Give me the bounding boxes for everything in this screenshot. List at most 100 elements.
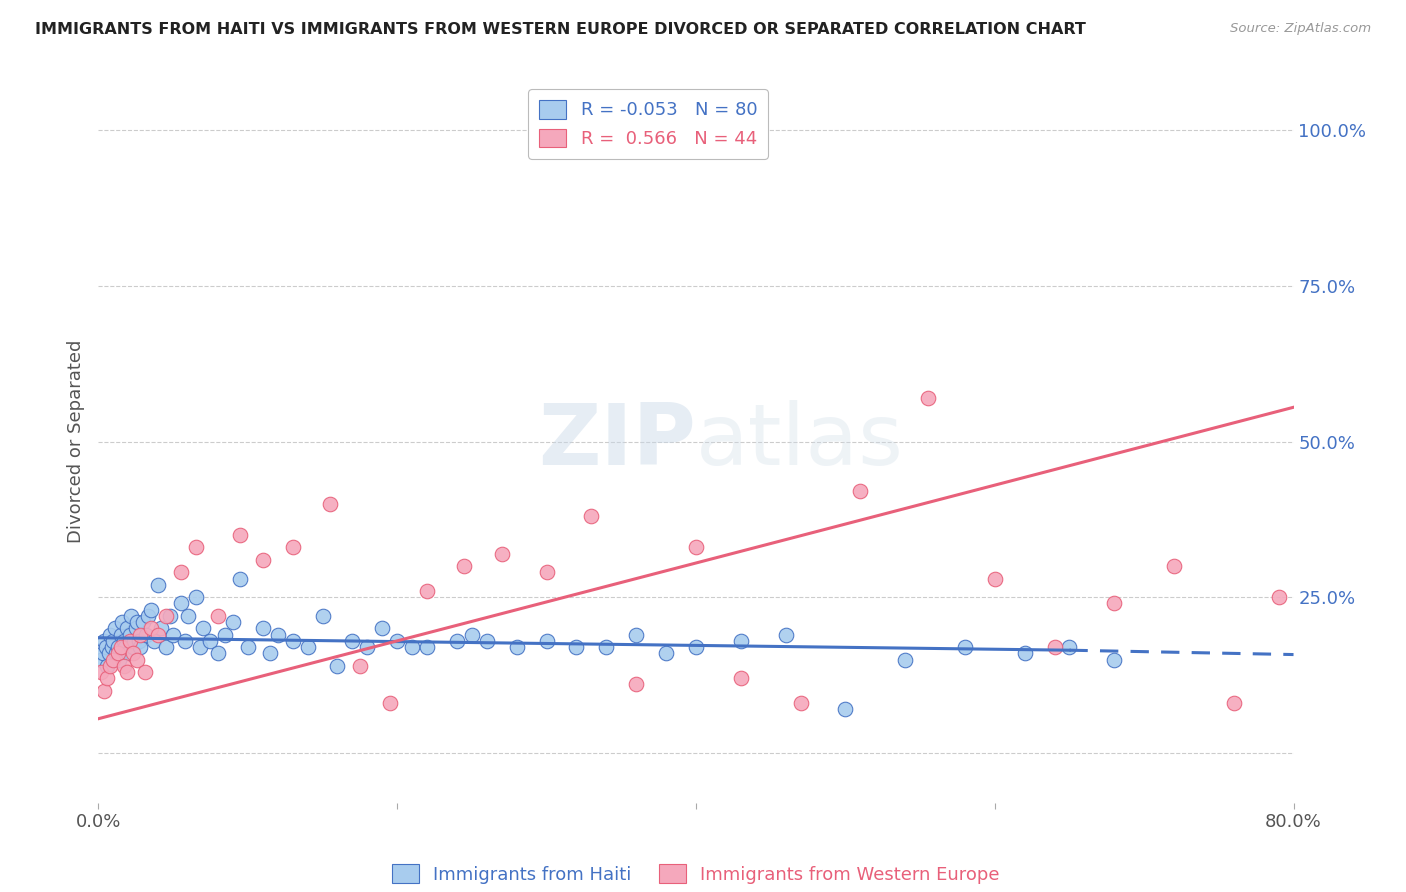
Point	[917, 391, 939, 405]
Point	[229, 572, 252, 586]
Point	[159, 609, 181, 624]
Point	[184, 591, 207, 605]
Text: atlas: atlas	[696, 400, 904, 483]
Point	[326, 658, 349, 673]
Point	[207, 609, 229, 624]
Point	[281, 541, 304, 555]
Point	[96, 658, 118, 673]
Point	[142, 633, 165, 648]
Point	[148, 578, 170, 592]
Point	[148, 627, 170, 641]
Point	[97, 646, 120, 660]
Point	[730, 671, 752, 685]
Point	[115, 621, 138, 635]
Text: Source: ZipAtlas.com: Source: ZipAtlas.com	[1230, 22, 1371, 36]
Point	[115, 665, 138, 679]
Point	[108, 652, 131, 666]
Point	[655, 646, 678, 660]
Point	[581, 509, 603, 524]
Point	[139, 621, 162, 635]
Point	[1104, 597, 1126, 611]
Point	[536, 633, 558, 648]
Point	[281, 633, 304, 648]
Point	[894, 652, 917, 666]
Point	[139, 603, 162, 617]
Point	[188, 640, 211, 654]
Point	[259, 646, 281, 660]
Point	[103, 633, 125, 648]
Point	[112, 658, 135, 673]
Point	[155, 609, 177, 624]
Point	[416, 584, 439, 599]
Point	[128, 633, 150, 648]
Y-axis label: Divorced or Separated: Divorced or Separated	[66, 340, 84, 543]
Point	[104, 621, 127, 635]
Point	[789, 696, 811, 710]
Point	[416, 640, 439, 654]
Legend: Immigrants from Haiti, Immigrants from Western Europe: Immigrants from Haiti, Immigrants from W…	[382, 855, 1010, 892]
Point	[267, 627, 290, 641]
Point	[114, 640, 136, 654]
Point	[127, 615, 149, 630]
Point	[90, 665, 112, 679]
Point	[107, 646, 129, 660]
Point	[177, 609, 200, 624]
Point	[169, 597, 191, 611]
Point	[1163, 559, 1185, 574]
Point	[117, 646, 139, 660]
Point	[849, 484, 872, 499]
Point	[953, 640, 976, 654]
Point	[91, 646, 114, 660]
Point	[132, 615, 155, 630]
Point	[103, 652, 125, 666]
Point	[506, 640, 529, 654]
Point	[120, 609, 142, 624]
Point	[134, 665, 156, 679]
Point	[107, 640, 129, 654]
Point	[595, 640, 617, 654]
Point	[475, 633, 498, 648]
Point	[319, 497, 342, 511]
Point	[401, 640, 423, 654]
Point	[121, 640, 143, 654]
Point	[229, 528, 252, 542]
Point	[136, 609, 159, 624]
Point	[135, 627, 157, 641]
Point	[984, 572, 1007, 586]
Point	[93, 683, 115, 698]
Point	[311, 609, 333, 624]
Point	[162, 627, 184, 641]
Point	[626, 627, 648, 641]
Point	[222, 615, 245, 630]
Point	[111, 615, 134, 630]
Point	[446, 633, 468, 648]
Point	[191, 621, 214, 635]
Point	[118, 627, 141, 641]
Point	[1104, 652, 1126, 666]
Point	[461, 627, 484, 641]
Point	[150, 621, 173, 635]
Point	[1267, 591, 1289, 605]
Point	[730, 633, 752, 648]
Point	[1043, 640, 1066, 654]
Point	[252, 621, 274, 635]
Point	[200, 633, 222, 648]
Point	[626, 677, 648, 691]
Point	[207, 646, 229, 660]
Point	[129, 627, 152, 641]
Point	[169, 566, 191, 580]
Point	[98, 627, 122, 641]
Point	[378, 696, 401, 710]
Point	[371, 621, 394, 635]
Point	[252, 553, 274, 567]
Point	[112, 633, 135, 648]
Point	[105, 646, 128, 660]
Point	[110, 627, 132, 641]
Point	[536, 566, 558, 580]
Point	[94, 640, 117, 654]
Point	[118, 633, 141, 648]
Point	[834, 702, 856, 716]
Point	[297, 640, 319, 654]
Point	[121, 646, 143, 660]
Text: ZIP: ZIP	[538, 400, 696, 483]
